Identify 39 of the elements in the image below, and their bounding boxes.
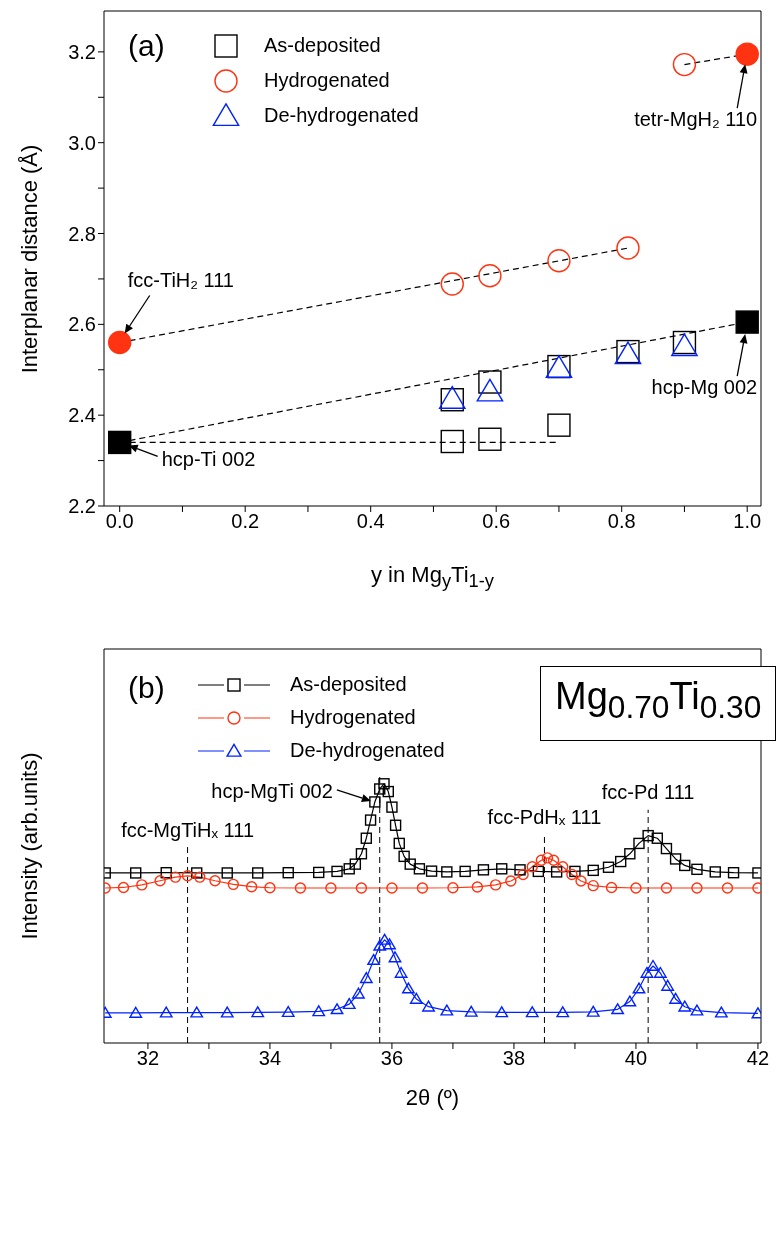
y-tick-label: 2.8 — [68, 222, 96, 245]
x-tick-label: 0.6 — [482, 510, 511, 533]
annotation: hcp-Ti 002 — [161, 448, 256, 471]
x-tick-label: 36 — [380, 1047, 404, 1070]
y-axis-title: Interplanar distance (Å) — [16, 143, 43, 375]
x-tick-label: 42 — [746, 1047, 770, 1070]
legend-label: As-deposited — [264, 34, 381, 57]
y-tick-label: 2.2 — [68, 495, 96, 518]
x-tick-label: 1.0 — [733, 510, 762, 533]
x-tick-label: 40 — [624, 1047, 648, 1070]
legend-label: Hydrogenated — [264, 69, 390, 92]
ref-line-label: fcc-PdHₓ 111 — [487, 805, 602, 828]
annotation: (a) — [128, 28, 165, 64]
legend-label: As-deposited — [290, 673, 407, 696]
x-tick-label: 32 — [136, 1047, 160, 1070]
legend-label: De-hydrogenated — [290, 739, 445, 762]
x-tick-label: 0.8 — [607, 510, 636, 533]
legend-label: Hydrogenated — [290, 706, 416, 729]
ref-line-label: fcc-MgTiHₓ 111 — [121, 818, 255, 841]
y-tick-label: 2.4 — [68, 404, 96, 427]
x-tick-label: 0.2 — [231, 510, 260, 533]
legend-label: De-hydrogenated — [264, 104, 419, 127]
annotation: fcc-TiH₂ 111 — [127, 268, 234, 291]
y-axis-title: Intensity (arb.units) — [16, 751, 43, 942]
annotation: hcp-MgTi 002 — [211, 779, 333, 802]
y-tick-label: 3.0 — [68, 131, 96, 154]
y-tick-label: 2.6 — [68, 313, 96, 336]
x-axis-title: 2θ (º) — [404, 1084, 461, 1112]
x-tick-label: 38 — [502, 1047, 526, 1070]
ref-line-label: fcc-Pd 111 — [601, 781, 695, 804]
annotation: tetr-MgH₂ 110 — [634, 108, 758, 131]
annotation: hcp-Mg 002 — [651, 376, 758, 399]
y-tick-label: 3.2 — [68, 40, 96, 63]
x-tick-label: 0.0 — [105, 510, 134, 533]
x-tick-label: 34 — [258, 1047, 282, 1070]
x-tick-label: 0.4 — [356, 510, 385, 533]
x-axis-title: y in Mg$_{y}$Ti$_{1-y}$ — [369, 561, 496, 594]
text: Mg$_{0.70}$Ti$_{0.30}$ — [540, 666, 777, 741]
text: (b) — [128, 670, 165, 706]
